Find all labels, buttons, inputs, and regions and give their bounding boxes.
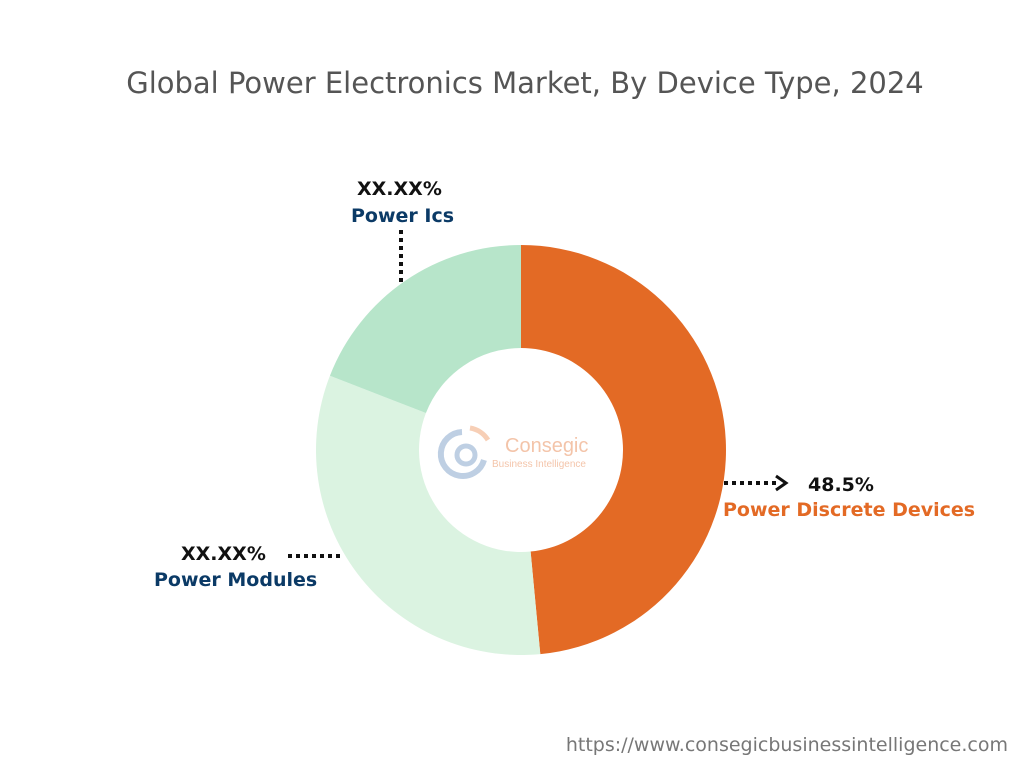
- arrow-head-icon: [775, 474, 789, 492]
- logo: Consegic Business Intelligence: [437, 425, 588, 479]
- category-label-ics: Power Ics: [351, 205, 455, 227]
- svg-text:Consegic: Consegic: [505, 435, 588, 457]
- donut-slice-power-modules: [316, 375, 541, 655]
- leader-lines: [288, 230, 780, 558]
- donut-slice-power-ics: [329, 245, 521, 414]
- category-label-modules: Power Modules: [154, 569, 318, 591]
- source-url: https://www.consegicbusinessintelligence…: [565, 734, 1008, 756]
- donut-slice-power-discrete-devices: [521, 245, 726, 655]
- data-label-modules: XX.XX%: [181, 543, 266, 565]
- chart-title: Global Power Electronics Market, By Devi…: [126, 66, 924, 100]
- category-label-discrete: Power Discrete Devices: [723, 499, 976, 521]
- svg-text:Business Intelligence: Business Intelligence: [492, 459, 586, 470]
- data-label-discrete: 48.5%: [808, 474, 874, 496]
- data-label-ics: XX.XX%: [357, 178, 442, 200]
